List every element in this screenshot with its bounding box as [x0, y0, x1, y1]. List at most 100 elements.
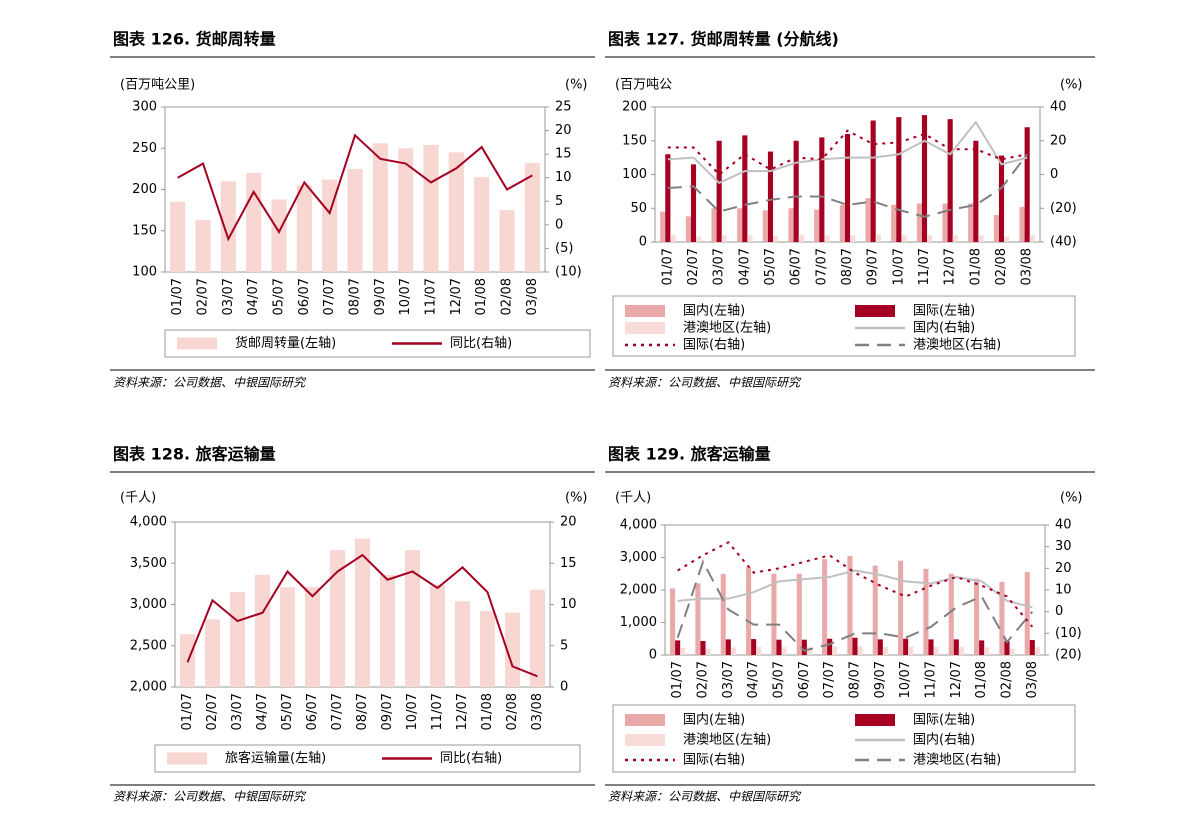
bar — [968, 203, 974, 242]
bar — [762, 210, 768, 242]
y-tick-label: 1,000 — [620, 615, 657, 630]
bar — [870, 120, 876, 242]
bar — [1034, 647, 1040, 655]
bar — [927, 235, 933, 242]
x-tick-label: 02/08 — [994, 248, 1009, 285]
bar — [973, 140, 979, 242]
bar — [1009, 648, 1015, 655]
x-tick-label: 07/07 — [814, 248, 829, 285]
x-tick-label: 07/07 — [322, 278, 337, 315]
bar — [984, 647, 990, 655]
x-tick-label: 03/08 — [530, 693, 545, 730]
bar — [170, 201, 186, 272]
bar — [898, 560, 904, 655]
legend-label: 国际(左轴) — [913, 304, 975, 319]
y2-tick-label: 0 — [555, 217, 563, 232]
x-tick-label: 12/07 — [449, 278, 464, 315]
bar — [355, 538, 370, 687]
bar — [839, 204, 845, 242]
x-tick-label: 03/08 — [1025, 661, 1040, 698]
bar — [776, 639, 782, 655]
bar — [978, 235, 984, 242]
bar — [695, 583, 701, 655]
bar — [721, 235, 727, 242]
bar — [948, 573, 954, 655]
bar — [660, 211, 666, 242]
x-tick-label: 05/07 — [772, 661, 787, 698]
bar — [801, 639, 807, 655]
unit-left: (百万吨公 — [615, 78, 672, 93]
y2-tick-label: (40) — [1050, 235, 1077, 250]
x-tick-label: 03/07 — [221, 278, 236, 315]
bar — [524, 163, 540, 272]
bar — [928, 639, 934, 655]
unit-right: (%) — [1060, 491, 1083, 506]
line-series — [186, 553, 538, 678]
y2-tick-label: 10 — [560, 597, 577, 612]
legend-label: 国内(右轴) — [913, 320, 975, 336]
line-series — [677, 541, 1034, 628]
legend-label: 同比(右轴) — [440, 751, 502, 766]
x-tick-label: 12/07 — [455, 693, 470, 730]
bar — [280, 587, 295, 687]
bar — [195, 220, 211, 272]
bar — [330, 550, 345, 687]
bar — [865, 198, 871, 242]
bar — [1029, 235, 1035, 242]
bar — [1019, 206, 1025, 242]
bar — [665, 154, 671, 242]
bar — [480, 611, 495, 687]
bar — [903, 638, 909, 655]
unit-right: (%) — [1060, 78, 1083, 93]
y2-tick-label: 15 — [555, 147, 572, 162]
unit-left: (百万吨公里) — [120, 78, 195, 93]
y-tick-label: 2,000 — [130, 680, 167, 695]
y-tick-label: 200 — [622, 100, 647, 115]
x-tick-label: 01/07 — [670, 661, 685, 698]
y2-tick-label: 10 — [555, 170, 572, 185]
y-tick-label: 100 — [132, 265, 157, 280]
legend-label: 港澳地区(右轴) — [913, 337, 1001, 353]
y2-tick-label: (10) — [555, 265, 582, 280]
chart-title: 图表 128. 旅客运输量 — [113, 445, 276, 464]
chart-title: 图表 126. 货邮周转量 — [113, 30, 276, 49]
y2-tick-label: 0 — [1055, 604, 1063, 619]
bar — [896, 117, 902, 242]
y2-tick-label: 25 — [555, 100, 572, 115]
y2-tick-label: 0 — [1050, 167, 1058, 182]
bar — [423, 144, 439, 272]
y2-tick-label: (20) — [1050, 201, 1077, 216]
bar — [347, 168, 363, 272]
y-tick-label: 300 — [132, 100, 157, 115]
bar — [901, 235, 907, 242]
line-series — [667, 153, 1028, 218]
legend-swatch — [855, 714, 895, 726]
y2-tick-label: 5 — [560, 638, 568, 653]
bar — [730, 647, 736, 655]
bar — [756, 646, 762, 655]
bar — [670, 588, 676, 655]
x-tick-label: 08/07 — [355, 693, 370, 730]
bar — [958, 646, 964, 655]
source: 资料来源：公司数据、中银国际研究 — [608, 790, 802, 804]
legend-label: 同比(右轴) — [450, 336, 512, 351]
bar — [850, 235, 856, 242]
x-tick-label: 01/07 — [170, 278, 185, 315]
bar — [857, 646, 863, 655]
y-tick-label: 2,500 — [130, 638, 167, 653]
bar — [725, 639, 731, 655]
bar — [700, 641, 706, 655]
legend-label: 港澳地区(右轴) — [913, 752, 1001, 768]
bar — [1004, 641, 1010, 655]
x-tick-label: 02/08 — [505, 693, 520, 730]
bar — [220, 181, 236, 272]
bar — [979, 640, 985, 655]
y2-tick-label: 20 — [1055, 561, 1072, 576]
x-tick-label: 07/07 — [822, 661, 837, 698]
x-tick-label: 04/07 — [246, 278, 261, 315]
bar — [1024, 127, 1030, 242]
x-tick-label: 08/07 — [840, 248, 855, 285]
bar — [205, 619, 220, 687]
bar — [499, 210, 515, 272]
